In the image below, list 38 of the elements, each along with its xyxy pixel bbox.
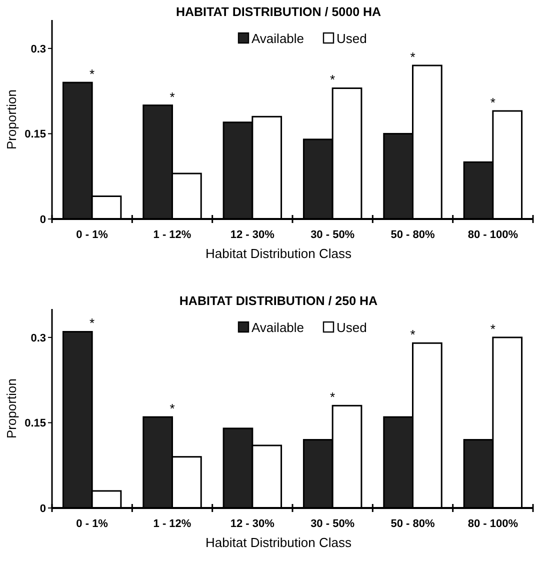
annotation: * [90,66,95,82]
annotation: * [170,89,175,104]
y-tick-label: 0 [40,502,46,515]
annotation: * [490,321,496,336]
annotation: * [410,327,416,342]
y-tick-label: 0.3 [30,43,46,56]
x-tick-label: 0 - 1% [76,229,108,241]
annotation: * [90,316,95,331]
y-axis-title: Proportion [4,90,19,150]
legend-label: Available [252,320,304,335]
y-tick-label: 0.15 [24,418,46,430]
x-tick-label: 80 - 100% [468,229,518,241]
x-tick-label: 50 - 80% [390,229,435,241]
y-tick-label: 0 [40,214,46,226]
x-tick-label: 1 - 12% [153,229,192,241]
x-tick-label: 0 - 1% [76,518,108,530]
annotation: * [170,401,175,416]
annotation: * [330,390,336,405]
x-tick-label: 50 - 80% [390,518,435,530]
annotation: * [410,49,416,64]
legend-label: Used [336,320,367,335]
chart-title: HABITAT DISTRIBUTION / 250 HA [179,294,378,308]
y-tick-label: 0.3 [30,332,46,344]
y-tick-label: 0.15 [24,128,46,141]
chart-title: HABITAT DISTRIBUTION / 5000 HA [176,5,382,19]
x-tick-label: 30 - 50% [310,229,355,241]
x-tick-label: 12 - 30% [230,518,275,530]
x-tick-label: 30 - 50% [310,518,355,530]
x-tick-label: 12 - 30% [230,229,275,241]
annotation: * [330,72,336,88]
x-axis-title: Habitat Distribution Class [206,535,352,550]
x-axis-title: Habitat Distribution Class [206,246,352,261]
annotation: * [490,94,496,110]
y-axis-title: Proportion [4,378,19,438]
x-tick-label: 80 - 100% [468,518,518,530]
legend-label: Used [336,31,367,46]
x-tick-label: 1 - 12% [153,518,192,530]
legend-label: Available [252,31,304,46]
